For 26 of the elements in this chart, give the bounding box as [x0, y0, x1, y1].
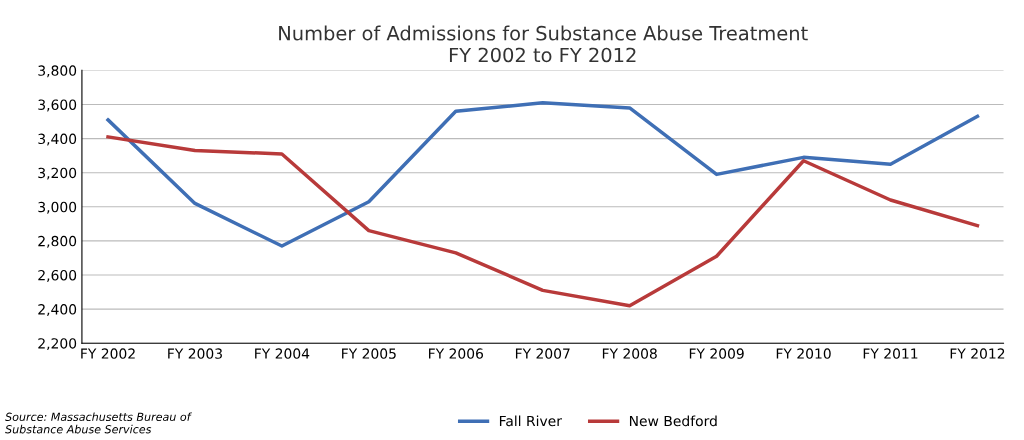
- y-tick-label: 2,200: [38, 338, 77, 351]
- x-tick-label: FY 2003: [168, 348, 222, 359]
- x-tick-label: FY 2009: [689, 348, 744, 359]
- legend-label: New Bedford: [629, 415, 717, 427]
- x-tick-label: FY 2011: [863, 348, 918, 359]
- legend-label: Fall River: [499, 415, 562, 427]
- x-tick-label: FY 2012: [950, 348, 1005, 359]
- y-tick-label: 3,800: [38, 65, 77, 78]
- line-series: [106, 101, 980, 248]
- y-tick-label: 2,600: [38, 269, 77, 282]
- x-tick-label: FY 2008: [602, 348, 657, 359]
- x-tick-label: FY 2005: [342, 348, 396, 359]
- y-tick-label: 2,400: [38, 304, 77, 316]
- x-tick-label: FY 2010: [776, 348, 831, 359]
- x-tick-label: FY 2007: [515, 348, 570, 359]
- x-tick-label: FY 2004: [255, 348, 310, 359]
- y-tick-label: 3,000: [38, 201, 77, 214]
- y-tick-label: 3,400: [38, 133, 77, 146]
- source-note: Source: Massachusetts Bureau of Substance Abuse Services: [5, 412, 192, 434]
- line-series: [106, 135, 980, 308]
- x-tick-label: FY 2006: [429, 348, 484, 359]
- y-tick-label: 3,600: [38, 99, 77, 112]
- x-tick-label: FY 2002: [81, 348, 135, 359]
- y-tick-label: 2,800: [38, 235, 77, 248]
- chart-title: Number of Admissions for Substance Abuse Treatment FY 2002 to FY 2012: [279, 25, 808, 63]
- y-tick-label: 3,200: [38, 167, 77, 180]
